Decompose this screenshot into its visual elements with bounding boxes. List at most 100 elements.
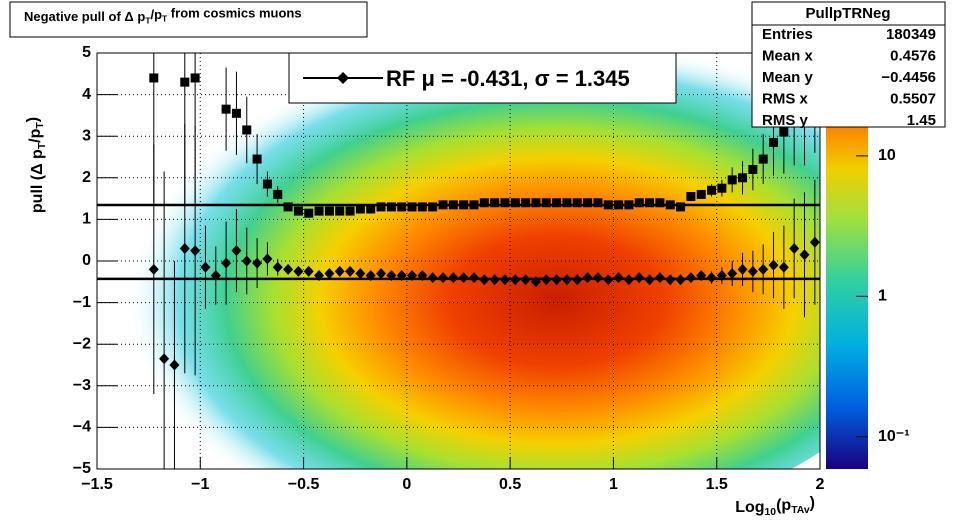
x-tick-label: 0.5 [499,476,521,493]
point [479,198,489,208]
point [386,202,396,212]
point [572,198,582,208]
point [572,274,583,286]
point [438,272,449,284]
point [768,259,779,271]
text-part: 10 [765,507,777,518]
stats-value: 1.45 [907,112,936,129]
stats-key: Mean x [762,47,814,64]
point [210,270,221,282]
x-tick-label: −1.5 [81,476,113,493]
point [262,253,273,265]
point [644,274,655,286]
point [293,206,303,216]
chart-title: Negative pull of Δ pT/pT from cosmics mu… [24,6,302,26]
y-tick-label: −1 [73,294,91,311]
point [241,255,252,267]
point [675,274,686,286]
point [231,245,242,257]
stats-key: RMS y [762,112,809,129]
point [531,198,541,208]
point [159,353,170,365]
x-tick-label: 0 [402,476,411,493]
z-tick-label: 1 [878,288,887,305]
point [407,270,418,282]
text-part: Negative pull of Δ p [24,9,145,24]
title-box [9,1,368,38]
point [634,198,644,208]
point [479,274,490,286]
point [758,263,769,275]
point [324,267,335,279]
point [448,200,458,210]
y-tick-label: 3 [82,127,91,144]
point [799,249,810,261]
point [747,265,758,277]
text-part: TAv [791,505,810,516]
point [283,263,294,275]
y-tick-label: 0 [82,252,91,269]
y-axis-label: pull (Δ pT/pT) [25,117,48,213]
text-part: from cosmics muons [167,6,301,21]
point [427,272,438,284]
point [665,200,675,210]
point [200,261,211,273]
point [789,243,800,255]
point [355,267,366,279]
point [334,265,345,277]
y-tick-label: −2 [73,335,91,352]
point [500,198,510,208]
point [314,206,324,216]
x-axis-label: Log10(pTAv) [735,495,815,518]
point [706,272,717,284]
point [169,359,180,371]
point [738,173,748,183]
data [97,53,820,469]
point [293,265,304,277]
x-tick-label: −0.5 [288,476,320,493]
point [520,274,531,286]
point [541,274,552,286]
point [623,274,634,286]
point [190,245,201,257]
point [583,198,593,208]
point [665,274,676,286]
stats-value: 180349 [886,26,936,43]
point [490,198,500,208]
point [324,206,334,216]
stats-key: Mean y [762,69,814,86]
point [654,272,665,284]
point [634,272,645,284]
point [242,125,252,135]
point [769,137,779,147]
text-part: T [145,16,151,26]
point [645,198,655,208]
point [386,270,397,282]
point [530,276,541,288]
y-tick-label: 5 [82,44,91,61]
point [448,272,459,284]
point [489,274,500,286]
text-part: T [35,122,46,129]
point [613,272,624,284]
point [592,272,603,284]
text-part: pull (Δ p [29,149,46,213]
point [603,200,613,210]
point [707,185,717,195]
z-tick-label: 10⁻¹ [878,428,910,445]
point [778,261,789,273]
point [345,206,355,216]
point [510,274,521,286]
y-tick-label: −5 [73,460,91,477]
point [758,154,768,164]
point [252,257,263,269]
point [748,164,758,174]
y-tick-label: 4 [82,86,91,103]
point [716,270,727,282]
y-tick-label: 2 [82,169,91,186]
x-tick-label: −1 [191,476,209,493]
point [510,198,520,208]
y-tick-label: −3 [73,377,91,394]
text-part: ) [810,495,815,512]
